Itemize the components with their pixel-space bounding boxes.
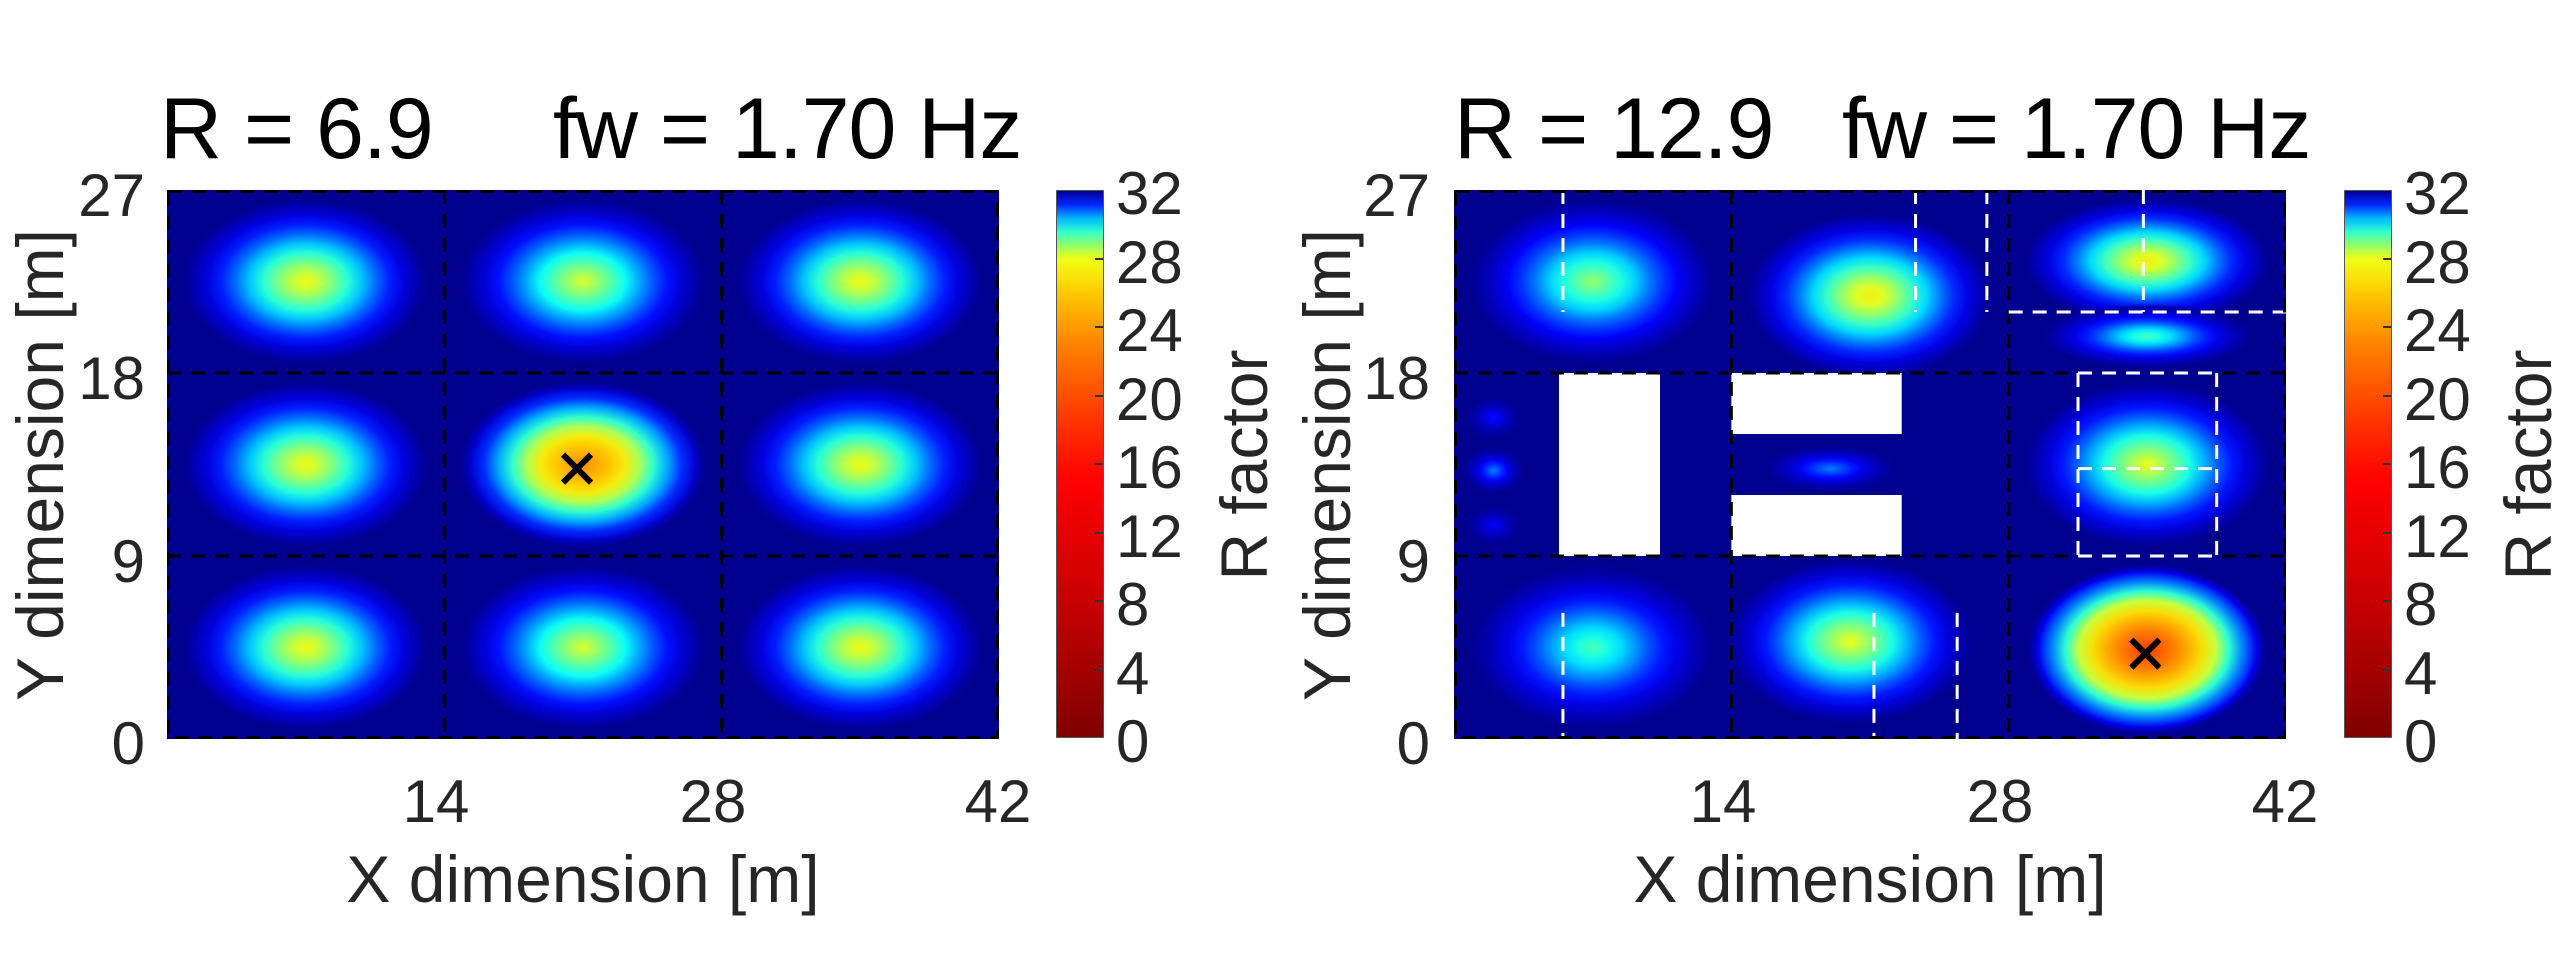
y-tick-9: 9 [111,528,145,595]
heatmap-svg [1454,190,2286,739]
max-marker-x-icon [560,452,594,485]
y-tick-18: 18 [1363,345,1430,412]
colorbar-tick-label: 12 [1116,502,1183,570]
colorbar-tick-label: 32 [2404,160,2471,227]
colorbar-tick-label: 32 [1116,160,1183,227]
void-region [1731,373,1902,434]
colorbar-tick-label: 16 [1116,434,1183,501]
y-tick-0: 0 [1396,710,1430,777]
x-tick-14: 14 [1689,768,1757,835]
colorbar-tick-mark [1095,600,1103,602]
y-axis-label: Y dimension [m] [3,229,77,701]
void-region [1731,495,1902,556]
y-tick-27: 27 [1363,162,1430,229]
x-tick-42: 42 [2251,768,2319,835]
colorbar-tick-label: 20 [1116,365,1183,433]
x-tick-42: 42 [964,768,1032,835]
y-tick-18: 18 [78,345,145,412]
heatmap-svg [167,190,999,739]
heatmap-plot-area [167,190,999,739]
colorbar-tick-mark [2383,394,2391,397]
colorbar-tick-mark [2383,463,2391,465]
colorbar-tick-label: 4 [1116,639,1150,707]
colorbar-tick-label: 8 [1116,571,1150,638]
colorbar-label: R factor [2491,349,2560,581]
colorbar-tick-label: 24 [1116,297,1183,364]
colorbar-tick-label: 12 [2404,502,2471,570]
chart-title-r-value: R = 6.9 [160,81,434,177]
colorbar-tick-label: 28 [1116,228,1183,296]
chart-title-r-value: R = 12.9 [1454,81,1774,177]
colorbar-tick-mark [1095,257,1103,260]
colorbar-tick-mark [2383,668,2391,671]
x-axis-label: X dimension [m] [346,842,820,916]
colorbar-tick-mark [1095,463,1103,465]
chart-title-frequency: fw = 1.70 Hz [553,81,1022,177]
colorbar-tick-mark [1095,326,1103,328]
y-tick-0: 0 [111,710,145,777]
colorbar-tick-mark [1095,668,1103,671]
heatmap-plot-area [1454,190,2286,739]
colorbar-tick-label: 28 [2404,228,2471,296]
colorbar-tick-mark [2383,531,2391,534]
chart-title-frequency: fw = 1.70 Hz [1842,81,2311,177]
colorbar-tick-mark [2383,326,2391,328]
colorbar-tick-label: 16 [2404,434,2471,501]
colorbar-tick-label: 0 [1116,708,1150,775]
colorbar-tick-label: 0 [2404,708,2438,775]
colorbar [1056,190,1104,738]
colorbar-label: R factor [1207,349,1281,581]
colorbar-tick-label: 20 [2404,365,2471,433]
colorbar-tick-label: 24 [2404,297,2471,364]
max-marker-x-icon [2129,637,2162,670]
x-tick-28: 28 [679,768,747,835]
colorbar-tick-mark [1095,394,1103,397]
x-tick-28: 28 [1966,768,2034,835]
y-tick-9: 9 [1396,528,1430,595]
x-axis-label: X dimension [m] [1633,842,2107,916]
colorbar-tick-mark [2383,600,2391,602]
colorbar-tick-mark [2383,257,2391,260]
y-tick-27: 27 [78,162,145,229]
void-region [1558,373,1661,556]
colorbar-tick-label: 8 [2404,571,2438,638]
colorbar-tick-label: 4 [2404,639,2438,707]
colorbar-tick-mark [1095,531,1103,534]
x-tick-14: 14 [402,768,470,835]
y-axis-label: Y dimension [m] [1290,229,1364,701]
